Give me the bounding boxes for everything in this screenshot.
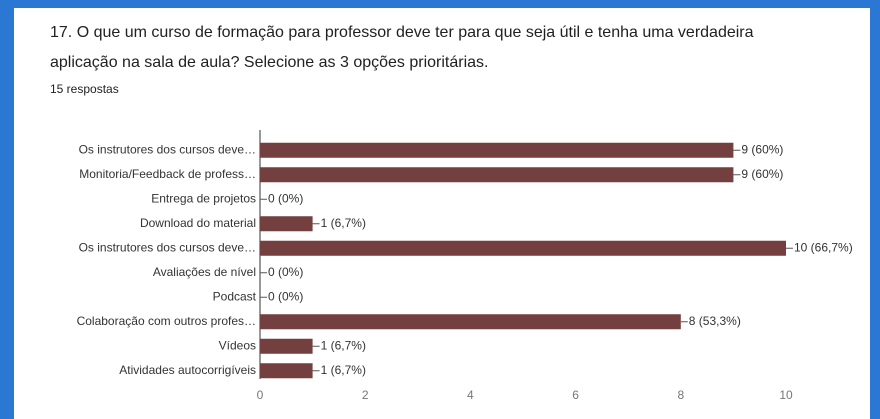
- value-label: 0 (0%): [268, 265, 303, 279]
- card: 17. O que um curso de formação para prof…: [14, 8, 870, 419]
- x-tick-label: 6: [572, 388, 579, 402]
- category-label: Os instrutores dos cursos deve…: [79, 142, 256, 156]
- x-tick-label: 10: [779, 388, 793, 402]
- category-label: Atividades autocorrigíveis: [119, 363, 256, 377]
- bar: [260, 240, 786, 256]
- value-label: 0 (0%): [268, 289, 303, 303]
- category-label: Colaboração com outros profes…: [77, 314, 256, 328]
- value-label: 9 (60%): [741, 167, 783, 181]
- category-label: Avaliações de nível: [153, 265, 256, 279]
- category-label: Podcast: [213, 289, 257, 303]
- x-tick-label: 2: [362, 388, 369, 402]
- value-label: 9 (60%): [741, 142, 783, 156]
- bar: [260, 338, 313, 354]
- x-tick-label: 0: [257, 388, 264, 402]
- category-label: Vídeos: [219, 338, 256, 352]
- category-label: Download do material: [140, 216, 256, 230]
- value-label: 10 (66,7%): [794, 240, 853, 254]
- response-count: 15 respostas: [50, 82, 119, 96]
- bar: [260, 314, 681, 330]
- value-label: 0 (0%): [268, 191, 303, 205]
- bar: [260, 363, 313, 379]
- value-label: 1 (6,7%): [321, 216, 366, 230]
- bar: [260, 167, 734, 183]
- x-tick-label: 4: [467, 388, 474, 402]
- x-tick-label: 8: [677, 388, 684, 402]
- bar: [260, 216, 313, 232]
- question-title: 17. O que um curso de formação para prof…: [50, 24, 754, 71]
- value-label: 8 (53,3%): [689, 314, 741, 328]
- value-label: 1 (6,7%): [321, 363, 366, 377]
- value-label: 1 (6,7%): [321, 338, 366, 352]
- chart: 0 2 4 6 8 10 Os instrutores dos cursos deve… 9 …: [77, 130, 853, 402]
- category-label: Os instrutores dos cursos deve…: [79, 240, 256, 254]
- bar: [260, 142, 734, 158]
- category-label: Monitoria/Feedback de profess…: [79, 167, 256, 181]
- category-label: Entrega de projetos: [151, 191, 256, 205]
